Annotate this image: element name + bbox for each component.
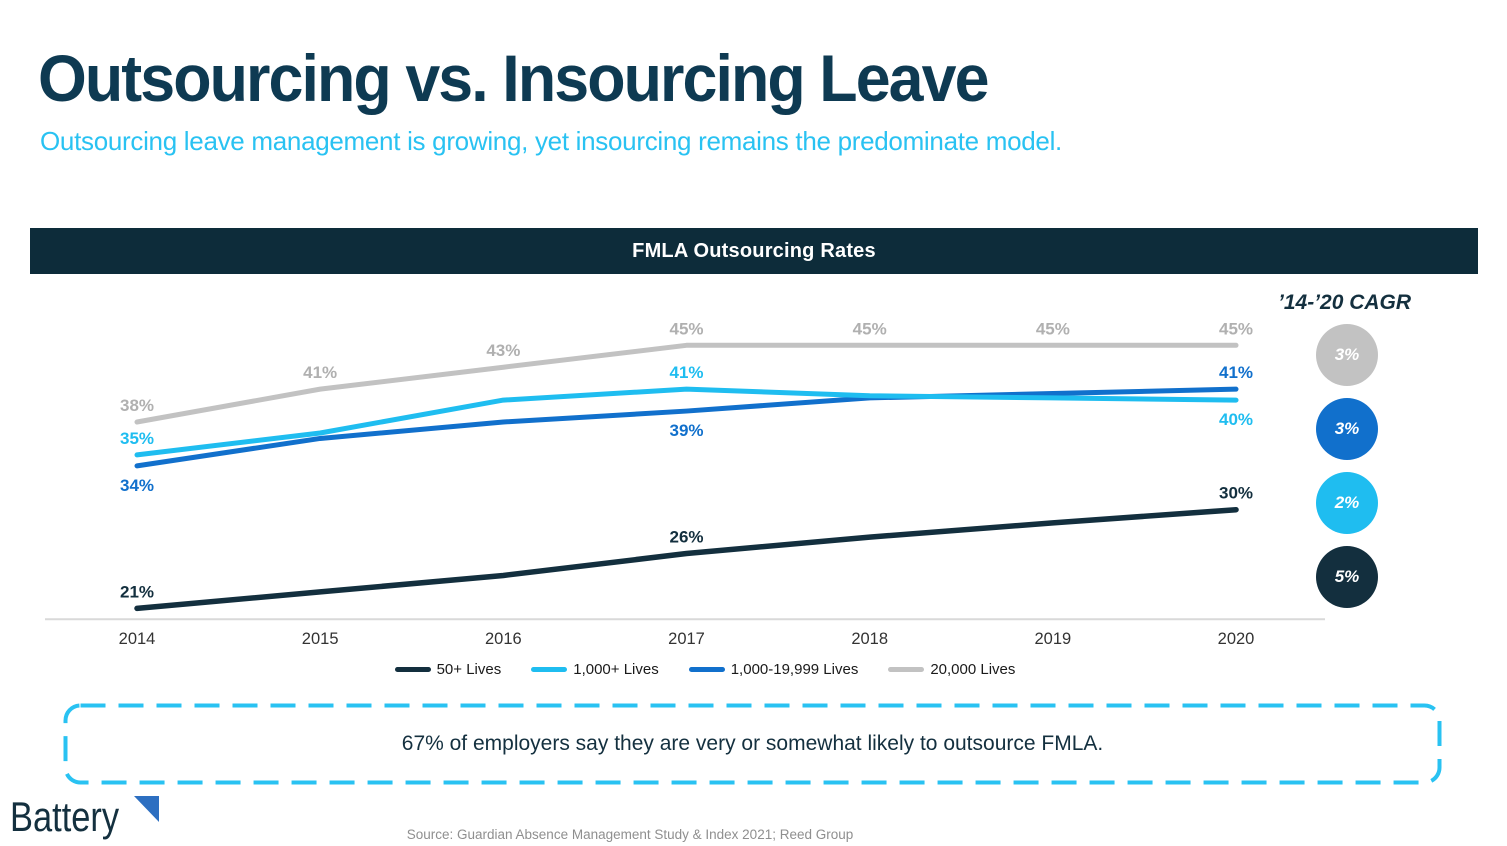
data-label: 41% <box>1219 363 1253 382</box>
data-label: 45% <box>853 319 887 338</box>
data-label: 45% <box>669 319 703 338</box>
page-title: Outsourcing vs. Insourcing Leave <box>38 41 989 115</box>
chart-title-bar: FMLA Outsourcing Rates <box>30 228 1478 274</box>
x-axis-label: 2019 <box>1034 630 1071 648</box>
battery-logo: Battery <box>10 794 180 844</box>
series-line-50-lives <box>134 506 1239 612</box>
page-subtitle: Outsourcing leave management is growing,… <box>40 126 1062 156</box>
x-axis-label: 2018 <box>851 630 888 648</box>
battery-flag-icon <box>134 796 159 822</box>
cagr-value: 2% <box>1334 493 1360 512</box>
x-axis-label: 2015 <box>302 630 339 648</box>
data-label: 39% <box>669 421 703 440</box>
callout-text: 67% of employers say they are very or so… <box>401 732 1104 755</box>
data-label: 26% <box>669 528 703 547</box>
legend-swatch <box>531 666 568 672</box>
x-axis-label: 2020 <box>1218 630 1255 648</box>
series-line-1-000-19-999-lives <box>134 386 1239 469</box>
legend-label: 1,000+ Lives <box>573 660 659 678</box>
cagr-value: 5% <box>1334 567 1360 586</box>
data-label: 45% <box>1036 319 1070 338</box>
legend-label: 1,000-19,999 Lives <box>730 660 859 678</box>
callout-dashed-border <box>63 703 1442 785</box>
cagr-value: 3% <box>1334 345 1360 364</box>
data-label: 43% <box>486 341 520 360</box>
chart-title: FMLA Outsourcing Rates <box>632 239 876 262</box>
legend-item: 20,000 Lives <box>888 661 1015 678</box>
cagr-circle: 5% <box>1316 546 1378 608</box>
cagr-circles: 3% 3% 2% 5% <box>1316 324 1378 608</box>
fmla-outsourcing-line-chart: 21% 26% 30% 35% 41% 40% 34% 39% 41% 38% 41% 43% 45% 4… <box>45 319 1325 648</box>
cagr-circle: 2% <box>1316 472 1378 534</box>
legend-item: 50+ Lives <box>394 660 502 678</box>
data-label: 41% <box>303 363 337 382</box>
legend-label: 50+ Lives <box>436 660 502 678</box>
x-axis-label: 2016 <box>485 630 522 648</box>
series-line-1-000-lives <box>134 386 1239 458</box>
data-label: 21% <box>120 582 154 601</box>
cagr-heading: ’14-’20 CAGR <box>1278 291 1412 314</box>
x-axis-label: 2017 <box>668 630 705 648</box>
data-label: 30% <box>1219 484 1253 503</box>
battery-logo-text: Battery <box>10 793 120 840</box>
cagr-circle: 3% <box>1316 398 1378 460</box>
cagr-circle: 3% <box>1316 324 1378 386</box>
data-label: 35% <box>120 429 154 448</box>
data-label: 38% <box>120 396 154 415</box>
data-label: 40% <box>1219 410 1253 429</box>
series-line-20-000-lives <box>134 342 1239 425</box>
legend-swatch <box>888 666 925 672</box>
legend-label: 20,000 Lives <box>930 660 1016 678</box>
legend-swatch <box>394 666 431 672</box>
callout-box: 67% of employers say they are very or so… <box>63 703 1442 785</box>
source-note: Source: Guardian Absence Management Stud… <box>406 827 854 842</box>
legend-item: 1,000-19,999 Lives <box>688 660 859 678</box>
cagr-value: 3% <box>1334 419 1360 438</box>
data-label: 34% <box>120 476 154 495</box>
chart-legend: 50+ Lives 1,000+ Lives 1,000-19,999 Lives 2… <box>30 657 1340 681</box>
legend-item: 1,000+ Lives <box>531 660 659 678</box>
data-label: 41% <box>669 363 703 382</box>
legend-swatch <box>688 666 725 672</box>
data-label: 45% <box>1219 319 1253 338</box>
x-axis-label: 2014 <box>119 630 156 648</box>
